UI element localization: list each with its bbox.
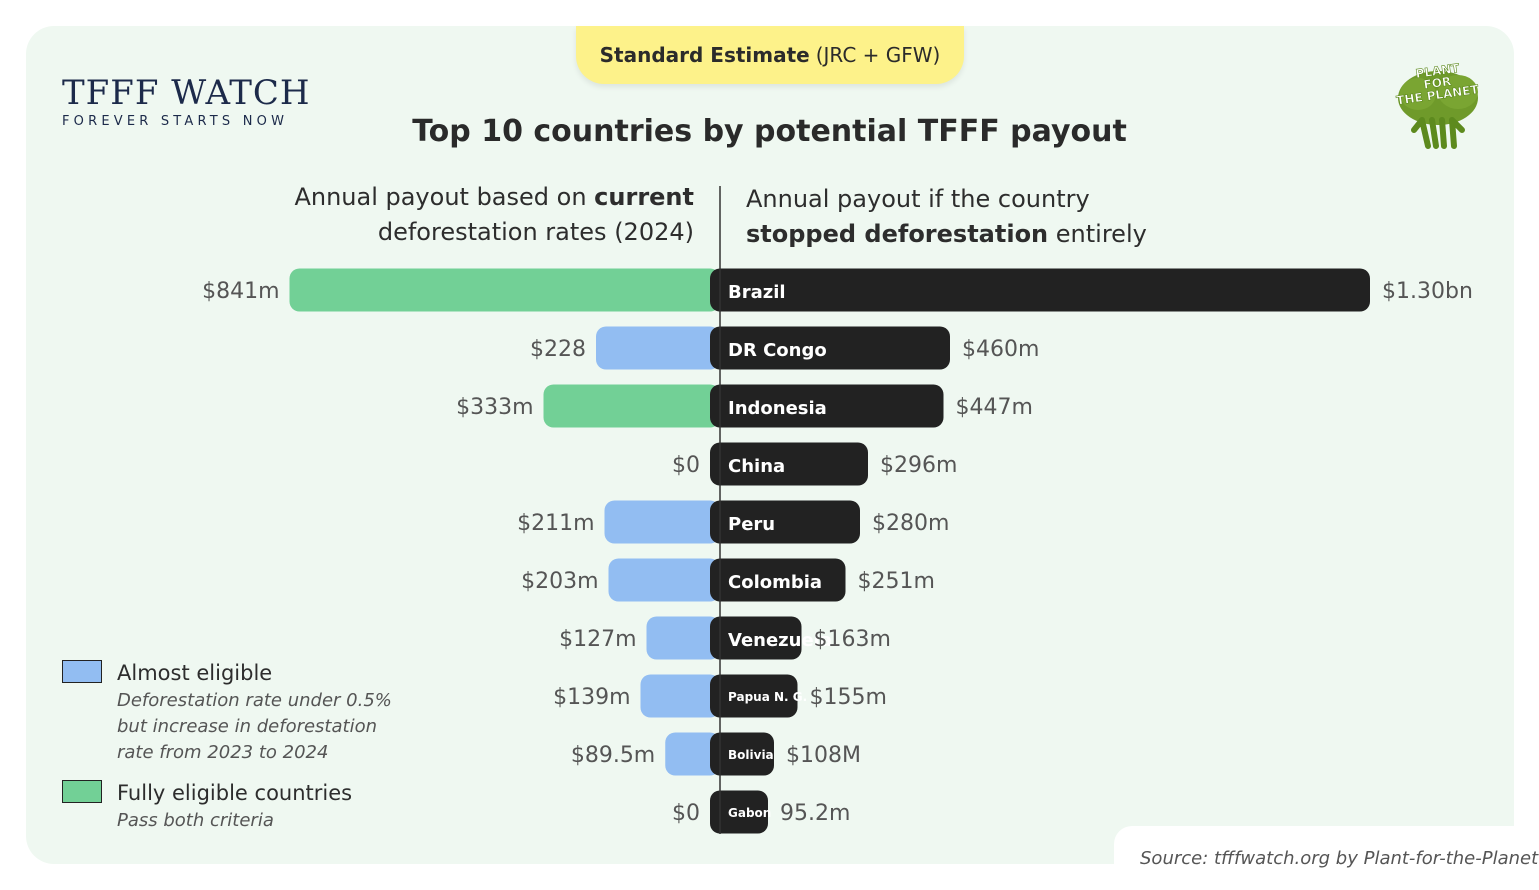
country-label-brazil: Brazil (728, 282, 786, 303)
bar-stopped-papua-n-g (710, 674, 798, 718)
country-label-indonesia: Indonesia (728, 398, 827, 419)
right-subtitle-post: entirely (1048, 220, 1147, 248)
country-label-peru: Peru (728, 514, 775, 535)
value-stopped-bolivia: $108M (786, 743, 861, 768)
value-current-colombia: $203m (521, 569, 598, 594)
legend-item-fully: Fully eligible countries Pass both crite… (62, 778, 397, 834)
left-subtitle-line2: deforestation rates (2024) (377, 218, 694, 246)
country-label-china: China (728, 456, 785, 477)
value-stopped-peru: $280m (872, 511, 949, 536)
plant-for-the-planet-logo: PLANT FOR THE PLANET (1395, 61, 1480, 149)
right-subtitle-line1: Annual payout if the country (746, 185, 1090, 213)
bar-stopped-dr-congo (710, 326, 950, 370)
value-stopped-brazil: $1.30bn (1382, 279, 1473, 304)
estimate-tag: Standard Estimate (JRC + GFW) (576, 26, 964, 84)
value-current-brazil: $841m (202, 279, 279, 304)
source-note: Source: tfffwatch.org by Plant-for-the-P… (1114, 826, 1539, 890)
bar-stopped-china (710, 442, 868, 486)
bar-stopped-colombia (710, 558, 846, 602)
bar-stopped-brazil (710, 268, 1370, 312)
value-current-peru: $211m (517, 511, 594, 536)
legend-item-almost: Almost eligible Deforestation rate under… (62, 658, 397, 766)
chart-title: Top 10 countries by potential TFFF payou… (412, 114, 1127, 149)
logo-tagline: FOREVER STARTS NOW (62, 114, 289, 129)
country-label-venezuela: Venezuela (728, 630, 832, 651)
logo-main-text: TFFF WATCH (62, 73, 311, 113)
value-stopped-colombia: $251m (858, 569, 935, 594)
left-subtitle: Annual payout based on current deforesta… (294, 180, 694, 250)
bar-stopped-bolivia (710, 732, 774, 776)
tree-people-icon (1398, 71, 1478, 149)
legend-swatch-almost (62, 660, 102, 683)
country-label-papua-n-g: Papua N. G. (728, 690, 807, 704)
bar-current-colombia (608, 558, 720, 602)
estimate-tag-rest: (JRC + GFW) (815, 43, 941, 67)
legend-swatch-fully (62, 780, 102, 803)
bar-current-venezuela (646, 616, 720, 660)
bar-current-peru (604, 500, 720, 544)
left-subtitle-bold: current (594, 183, 694, 211)
estimate-tag-bold: Standard Estimate (599, 43, 810, 67)
value-current-dr-congo: $228 (530, 337, 586, 362)
value-current-indonesia: $333m (456, 395, 533, 420)
bar-current-papua-n-g (640, 674, 720, 718)
value-stopped-china: $296m (880, 453, 957, 478)
legend-desc-almost: Deforestation rate under 0.5% but increa… (117, 690, 392, 763)
bar-stopped-gabon (710, 790, 768, 834)
country-label-bolivia: Bolivia (728, 748, 774, 762)
value-current-bolivia: $89.5m (571, 743, 655, 768)
value-stopped-venezuela: $163m (814, 627, 891, 652)
ptp-line2: FOR (1423, 74, 1452, 92)
tfff-watch-logo: TFFF WATCH FOREVER STARTS NOW (62, 74, 311, 129)
bar-current-bolivia (665, 732, 720, 776)
right-subtitle-bold: stopped deforestation (746, 220, 1049, 248)
value-current-gabon: $0 (672, 801, 700, 826)
value-current-papua-n-g: $139m (553, 685, 630, 710)
value-stopped-papua-n-g: $155m (810, 685, 887, 710)
country-label-gabon: Gabon (728, 806, 771, 820)
bar-stopped-venezuela (710, 616, 802, 660)
left-subtitle-pre: Annual payout based on (294, 183, 595, 211)
value-current-china: $0 (672, 453, 700, 478)
bar-current-indonesia (543, 384, 720, 428)
country-label-colombia: Colombia (728, 572, 822, 593)
ptp-line1: PLANT (1415, 61, 1461, 81)
value-current-venezuela: $127m (559, 627, 636, 652)
bar-current-dr-congo (596, 326, 720, 370)
legend-desc-fully: Pass both criteria (117, 810, 274, 831)
value-stopped-dr-congo: $460m (962, 337, 1039, 362)
legend-label-fully: Fully eligible countries (117, 781, 353, 805)
legend-label-almost: Almost eligible (117, 661, 273, 685)
value-stopped-gabon: 95.2m (780, 801, 850, 826)
bar-stopped-indonesia (710, 384, 944, 428)
legend: Almost eligible Deforestation rate under… (62, 658, 397, 834)
bar-stopped-peru (710, 500, 860, 544)
value-stopped-indonesia: $447m (956, 395, 1033, 420)
country-label-dr-congo: DR Congo (728, 340, 827, 361)
right-subtitle: Annual payout if the country stopped def… (746, 182, 1147, 252)
bar-current-brazil (289, 268, 720, 312)
